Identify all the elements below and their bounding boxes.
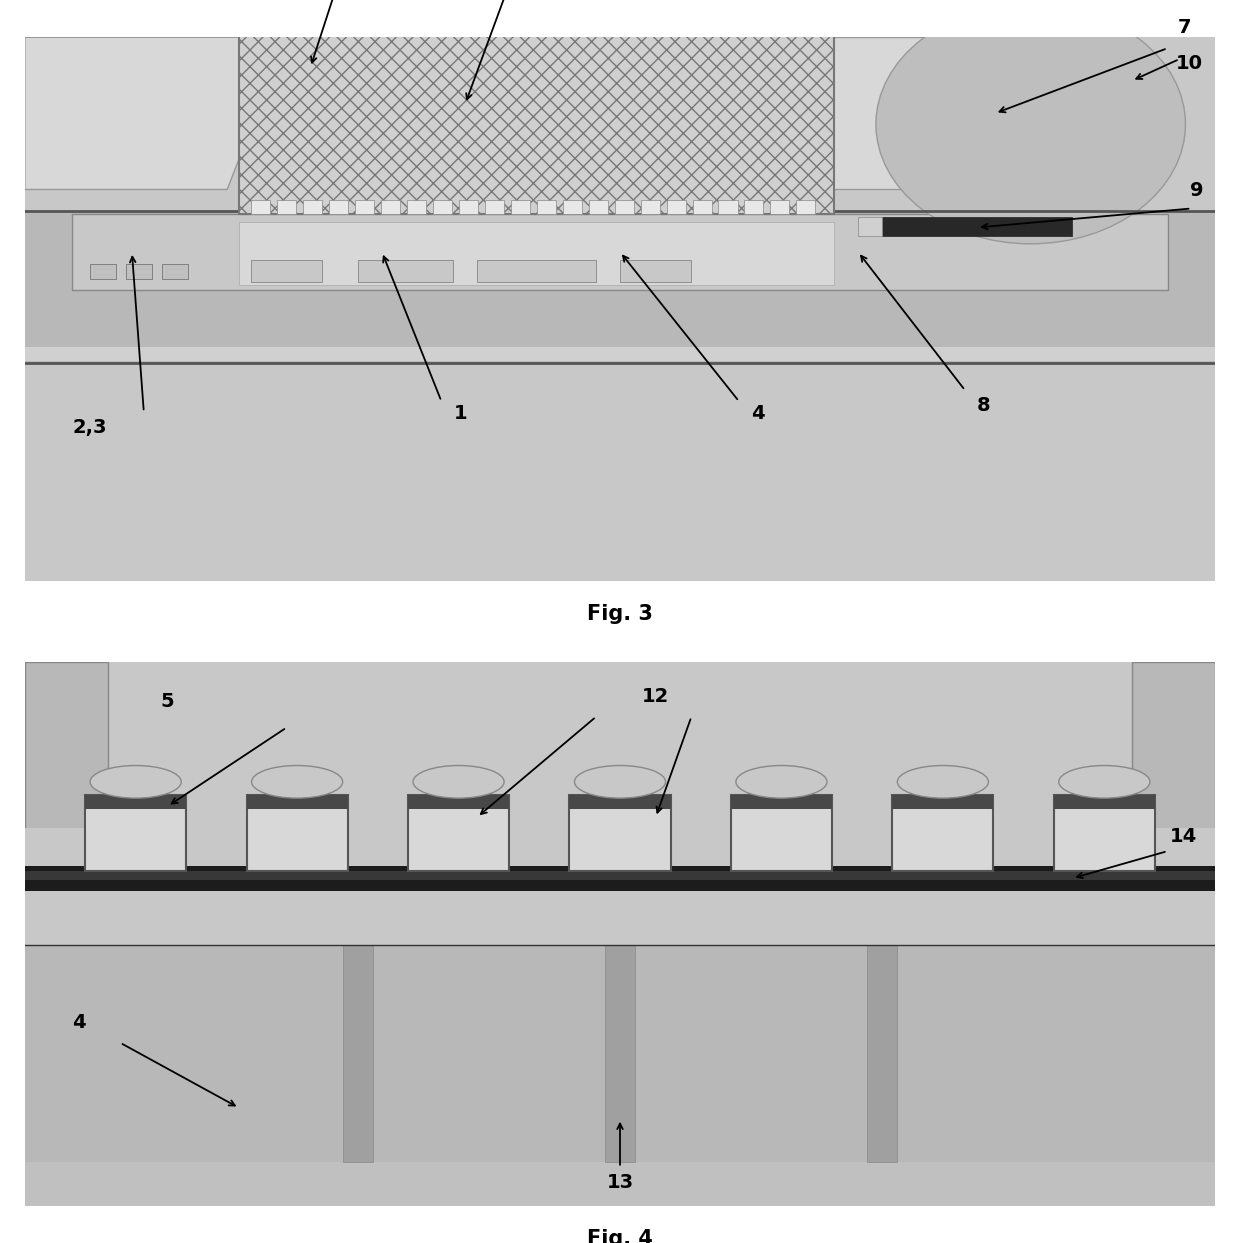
- Text: 7: 7: [1178, 19, 1192, 37]
- Text: 4: 4: [72, 1013, 86, 1032]
- Bar: [537, 200, 556, 214]
- Bar: [667, 200, 686, 214]
- Ellipse shape: [574, 766, 666, 798]
- Bar: [692, 200, 712, 214]
- Bar: [408, 796, 510, 871]
- Bar: [239, 0, 835, 214]
- Bar: [1185, 871, 1215, 880]
- Bar: [620, 260, 692, 282]
- Bar: [126, 264, 153, 280]
- Bar: [744, 200, 764, 214]
- Bar: [459, 200, 477, 214]
- Bar: [86, 796, 186, 809]
- Text: 5: 5: [161, 692, 175, 711]
- Bar: [247, 796, 347, 809]
- Bar: [329, 200, 348, 214]
- Bar: [355, 200, 374, 214]
- Bar: [893, 796, 993, 871]
- Bar: [358, 260, 454, 282]
- Bar: [91, 264, 117, 280]
- Bar: [277, 200, 296, 214]
- Bar: [1054, 796, 1154, 871]
- Bar: [216, 871, 378, 880]
- Bar: [730, 796, 832, 809]
- Polygon shape: [25, 37, 286, 189]
- Bar: [25, 828, 1215, 866]
- Bar: [605, 945, 635, 1162]
- Bar: [589, 200, 608, 214]
- Ellipse shape: [413, 766, 505, 798]
- Bar: [477, 260, 596, 282]
- Ellipse shape: [1059, 766, 1149, 798]
- Ellipse shape: [898, 766, 988, 798]
- Bar: [563, 200, 582, 214]
- Text: 8: 8: [977, 397, 991, 415]
- Bar: [25, 866, 1215, 890]
- Bar: [569, 796, 671, 809]
- Bar: [55, 871, 216, 880]
- Text: 9: 9: [1190, 181, 1203, 200]
- Bar: [343, 945, 373, 1162]
- Bar: [303, 200, 322, 214]
- Bar: [511, 200, 529, 214]
- Bar: [1024, 871, 1185, 880]
- Bar: [867, 945, 897, 1162]
- Bar: [86, 796, 186, 871]
- Ellipse shape: [735, 766, 827, 798]
- Bar: [569, 796, 671, 871]
- Text: 4: 4: [751, 404, 765, 423]
- Bar: [25, 945, 1215, 1162]
- Bar: [239, 222, 835, 285]
- Bar: [161, 264, 188, 280]
- Text: 12: 12: [642, 686, 670, 706]
- Text: Fig. 3: Fig. 3: [587, 604, 653, 624]
- Text: 1: 1: [454, 404, 467, 423]
- Bar: [882, 216, 1073, 236]
- Bar: [701, 871, 862, 880]
- Ellipse shape: [875, 5, 1185, 244]
- Bar: [25, 663, 108, 890]
- Bar: [408, 796, 510, 809]
- Ellipse shape: [252, 766, 342, 798]
- Bar: [25, 890, 1215, 945]
- Bar: [25, 663, 1215, 869]
- Bar: [485, 200, 503, 214]
- Bar: [25, 211, 1215, 363]
- Bar: [72, 214, 1168, 290]
- Bar: [407, 200, 425, 214]
- Bar: [250, 200, 270, 214]
- Bar: [893, 796, 993, 809]
- Bar: [381, 200, 399, 214]
- Bar: [539, 871, 701, 880]
- Bar: [25, 871, 55, 880]
- Bar: [433, 200, 451, 214]
- Bar: [1054, 796, 1154, 809]
- Bar: [250, 260, 322, 282]
- Text: 14: 14: [1171, 827, 1198, 845]
- Bar: [25, 347, 1215, 360]
- Bar: [796, 200, 816, 214]
- Bar: [1132, 663, 1215, 890]
- Bar: [615, 200, 634, 214]
- Text: 13: 13: [606, 1173, 634, 1192]
- Bar: [770, 200, 790, 214]
- Bar: [247, 796, 347, 871]
- Text: 2,3: 2,3: [72, 418, 107, 436]
- Bar: [858, 216, 882, 236]
- Text: 10: 10: [1177, 53, 1203, 72]
- Bar: [641, 200, 660, 214]
- Bar: [862, 871, 1024, 880]
- Bar: [730, 796, 832, 871]
- Bar: [718, 200, 738, 214]
- Text: Fig. 4: Fig. 4: [587, 1229, 653, 1243]
- Bar: [378, 871, 539, 880]
- Polygon shape: [763, 37, 954, 189]
- Ellipse shape: [91, 766, 181, 798]
